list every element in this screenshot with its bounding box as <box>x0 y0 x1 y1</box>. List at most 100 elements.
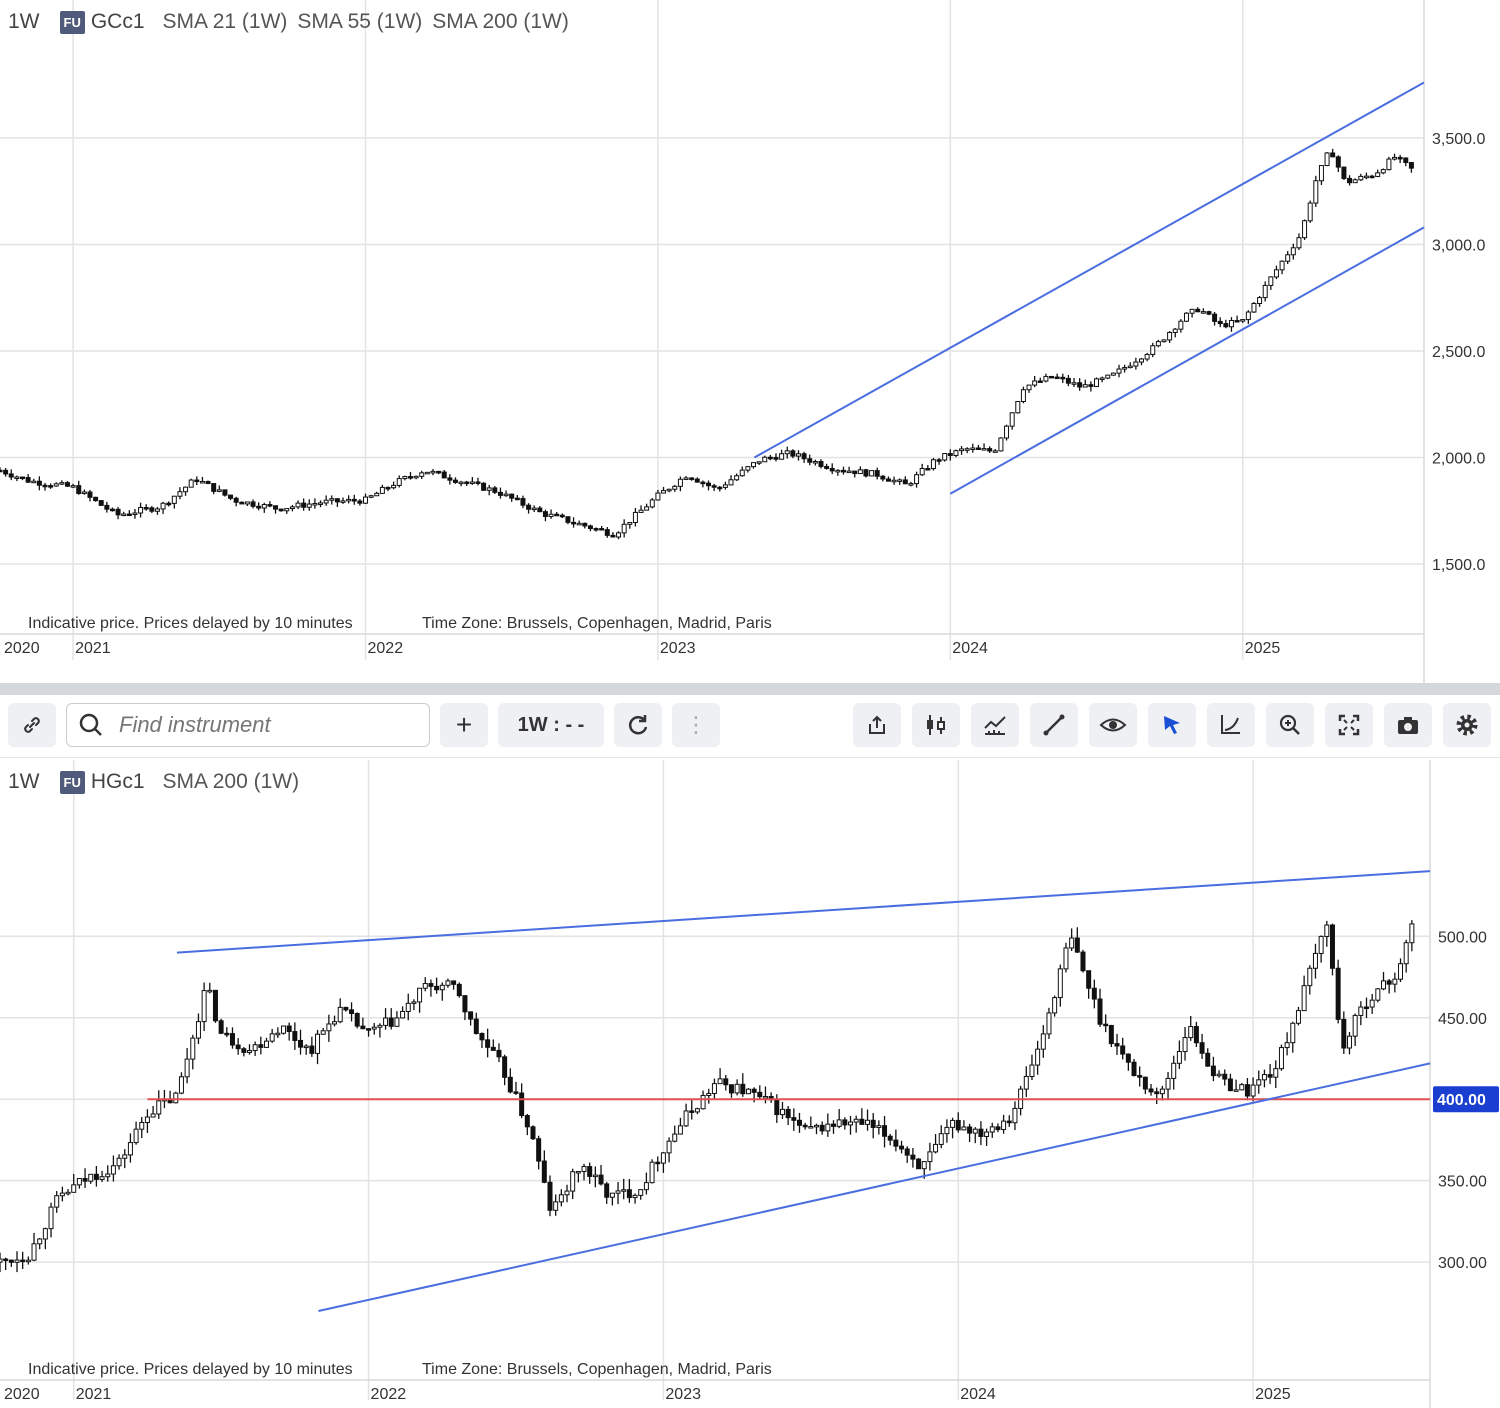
candle-body <box>1347 177 1353 184</box>
candle-body <box>388 1017 394 1027</box>
zoom-button[interactable] <box>1266 703 1314 747</box>
candle-body <box>627 522 633 525</box>
candle-body <box>1341 1018 1347 1049</box>
candle-body <box>865 1119 871 1125</box>
candle-body <box>340 500 346 503</box>
candle-body <box>126 513 132 517</box>
candle-body <box>1032 380 1038 386</box>
candle-body <box>422 983 428 989</box>
timeframe-select[interactable]: 1W : - - <box>498 703 604 747</box>
candle-body <box>76 1178 82 1186</box>
candle-body <box>819 1124 825 1132</box>
candle-body <box>441 471 447 479</box>
candle-body <box>531 507 537 511</box>
candle-body <box>1035 1048 1041 1066</box>
candle-body <box>1227 1078 1233 1092</box>
candle-body <box>507 1076 513 1093</box>
candle-body <box>1369 175 1375 179</box>
candle-body <box>751 1088 757 1093</box>
candle-body <box>547 1181 553 1211</box>
candle-body <box>306 503 312 508</box>
gold-chart-panel[interactable]: 1,500.0 2,000.0 2,500.0 3,000.0 3,500.0 2020 2… <box>0 0 1500 683</box>
legend-timeframe[interactable]: 1W <box>8 770 40 793</box>
more-button[interactable]: ⋮ <box>672 703 720 747</box>
draw-line-button[interactable] <box>1030 703 1078 747</box>
legend-indicator-sma200[interactable]: SMA 200 (1W) <box>432 10 569 33</box>
candle-body <box>933 1143 939 1153</box>
legend-symbol[interactable]: HGc1 <box>90 770 145 793</box>
candle-body <box>82 1178 88 1182</box>
candle-body <box>329 498 335 501</box>
legend-indicator-sma55[interactable]: SMA 55 (1W) <box>297 10 423 33</box>
legend-symbol[interactable]: GCc1 <box>90 10 145 33</box>
candle-body <box>1341 166 1347 179</box>
candle-body <box>273 505 279 510</box>
candle-body <box>383 1017 389 1026</box>
indicators-button[interactable] <box>971 703 1019 747</box>
find-instrument-field[interactable] <box>66 703 430 747</box>
candle-body <box>559 514 565 518</box>
candle-body <box>456 983 462 997</box>
candle-body <box>955 1119 961 1131</box>
candle-body <box>1006 1120 1012 1124</box>
gold-chart-canvas[interactable]: 1,500.0 2,000.0 2,500.0 3,000.0 3,500.0 2020 2… <box>0 0 1500 683</box>
legend-indicator-sma200[interactable]: SMA 200 (1W) <box>162 770 300 793</box>
copper-chart-panel[interactable]: 300.00 350.00 400.00 450.00 500.00 2020 2021 20… <box>0 760 1500 1408</box>
candle-body <box>1403 942 1409 965</box>
candle-body <box>575 1170 581 1174</box>
candle-body <box>1133 361 1139 367</box>
legend-timeframe[interactable]: 1W <box>8 10 40 33</box>
candle-body <box>37 1238 43 1245</box>
candle-body <box>284 508 290 512</box>
candle-body <box>992 450 998 453</box>
panel-divider[interactable] <box>0 683 1500 695</box>
eye-icon <box>1099 718 1127 732</box>
x-tick-label: 2025 <box>1245 640 1281 657</box>
candle-body <box>105 1173 111 1178</box>
candle-body <box>1182 1037 1188 1053</box>
candle-body <box>1392 978 1398 985</box>
candle-body <box>25 1259 31 1263</box>
copper-chart-canvas[interactable]: 300.00 350.00 400.00 450.00 500.00 2020 2021 20… <box>0 760 1500 1408</box>
curve-button[interactable] <box>1207 703 1255 747</box>
candle-body <box>439 984 445 991</box>
candle-body <box>1324 152 1330 167</box>
candle-body <box>1206 311 1212 315</box>
candle-body <box>99 1176 105 1180</box>
candle-body <box>286 1025 292 1033</box>
screenshot-button[interactable] <box>1384 703 1432 747</box>
visibility-button[interactable] <box>1089 703 1137 747</box>
chart-type-button[interactable] <box>912 703 960 747</box>
legend-indicator-sma21[interactable]: SMA 21 (1W) <box>162 10 288 33</box>
candle-body <box>1161 339 1167 343</box>
candle-body <box>1077 382 1083 388</box>
share-button[interactable] <box>853 703 901 747</box>
candle-body <box>394 1017 400 1027</box>
candle-body <box>846 470 852 474</box>
candle-body <box>1284 1042 1290 1049</box>
candle-body <box>1312 952 1318 969</box>
candle-body <box>1335 967 1341 1020</box>
candle-body <box>154 508 160 512</box>
candle-body <box>1144 353 1150 360</box>
find-instrument-input[interactable] <box>117 711 421 739</box>
fullscreen-button[interactable] <box>1325 703 1373 747</box>
plus-icon: + <box>455 709 473 740</box>
cursor-button[interactable] <box>1148 703 1196 747</box>
settings-button[interactable] <box>1443 703 1491 747</box>
refresh-button[interactable] <box>614 703 662 747</box>
candle-body <box>222 489 228 496</box>
link-icon <box>24 717 40 733</box>
candle-body <box>54 1195 60 1208</box>
candle-body <box>1199 1042 1205 1054</box>
candle-body <box>791 1117 797 1121</box>
candle-body <box>363 496 369 504</box>
candle-body <box>1097 998 1103 1025</box>
candle-body <box>1172 328 1178 333</box>
candle-body <box>1137 1075 1143 1078</box>
candle-body <box>831 1123 837 1127</box>
link-button[interactable] <box>8 703 56 747</box>
price-marker <box>1433 1086 1499 1113</box>
candle-body <box>1318 165 1324 182</box>
add-button[interactable]: + <box>440 703 488 747</box>
